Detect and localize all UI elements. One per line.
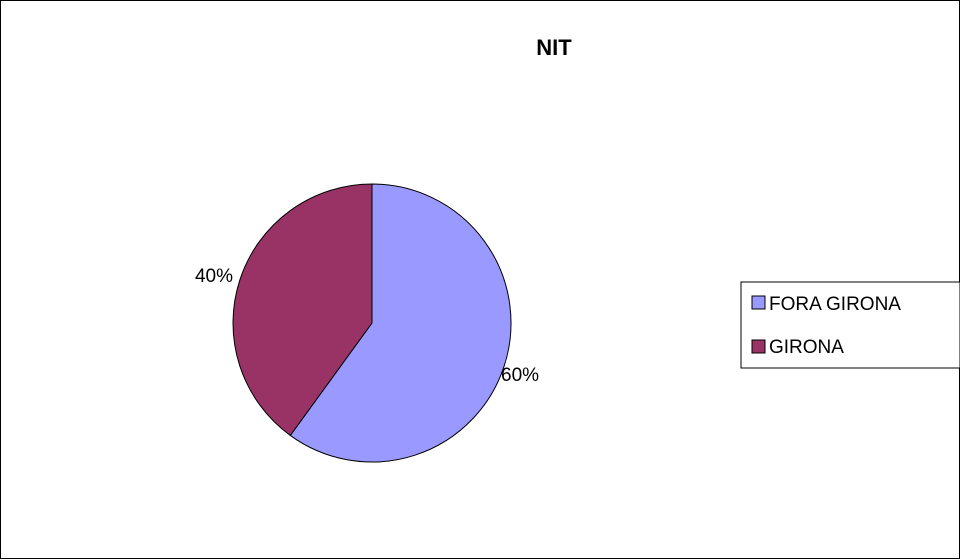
legend-swatch-girona <box>751 339 766 354</box>
pie-slice-girona <box>232 183 373 437</box>
chart-legend: FORA GIRONA GIRONA <box>740 281 960 369</box>
pie-slices <box>232 183 512 463</box>
pie-data-labels: 60% 40% <box>195 266 539 386</box>
legend-swatch-fora-girona <box>751 295 766 310</box>
chart-title: NIT <box>536 35 572 60</box>
legend-box <box>740 281 960 369</box>
data-label-fora-girona: 60% <box>501 365 539 386</box>
legend-label-fora-girona: FORA GIRONA <box>769 294 901 315</box>
pie-slice-fora-girona <box>289 183 512 463</box>
legend-label-girona: GIRONA <box>769 337 844 358</box>
data-label-girona: 40% <box>195 266 233 287</box>
